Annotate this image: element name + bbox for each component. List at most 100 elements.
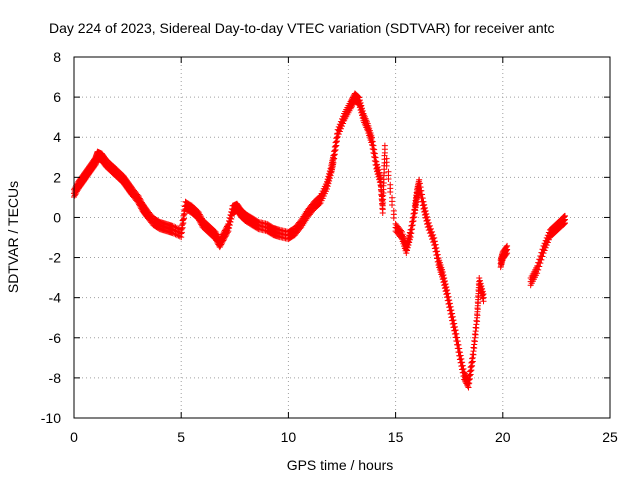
data-point xyxy=(383,155,390,162)
data-point xyxy=(470,344,477,351)
data-point xyxy=(331,148,338,155)
data-point xyxy=(469,351,476,358)
data-point xyxy=(356,97,363,104)
data-point xyxy=(422,207,429,214)
data-point xyxy=(397,227,404,234)
data-point xyxy=(373,158,380,165)
data-point xyxy=(478,283,485,290)
data-point xyxy=(136,195,143,202)
data-point xyxy=(374,164,381,171)
data-point xyxy=(371,146,378,153)
data-point xyxy=(254,218,261,225)
data-point xyxy=(442,281,449,288)
data-point xyxy=(356,94,363,101)
data-point xyxy=(429,228,436,235)
data-point xyxy=(421,201,428,208)
x-tick-label: 25 xyxy=(602,429,618,445)
data-point xyxy=(466,372,473,379)
data-point xyxy=(370,142,377,149)
data-point xyxy=(467,364,474,371)
data-point xyxy=(195,208,202,215)
y-tick-label: -2 xyxy=(49,250,62,266)
data-point xyxy=(406,229,413,236)
plot-frame xyxy=(73,56,611,419)
data-point xyxy=(420,198,427,205)
x-tick-label: 0 xyxy=(70,429,78,445)
y-axis-tick-labels: -10 -8 -6 -4 -2 0 2 4 6 8 xyxy=(41,49,61,426)
data-point xyxy=(371,150,378,157)
data-point xyxy=(374,161,381,168)
grid-lines xyxy=(74,57,610,418)
data-point xyxy=(451,323,458,330)
data-point xyxy=(358,102,365,109)
chart-title: Day 224 of 2023, Sidereal Day-to-day VTE… xyxy=(49,20,555,36)
x-tick-label: 10 xyxy=(281,429,297,445)
data-point xyxy=(448,307,455,314)
data-point xyxy=(369,134,376,141)
data-point xyxy=(461,369,468,376)
data-point xyxy=(418,187,425,194)
data-point xyxy=(169,222,176,229)
data-point xyxy=(355,93,362,100)
data-point xyxy=(445,293,452,300)
data-point xyxy=(389,194,396,201)
data-point xyxy=(468,359,475,366)
data-point xyxy=(416,176,423,183)
data-point xyxy=(213,230,220,237)
data-point xyxy=(359,107,366,114)
data-point xyxy=(459,362,466,369)
data-point xyxy=(416,180,423,187)
data-point xyxy=(213,231,220,238)
data-point xyxy=(430,231,437,238)
y-tick-label: -8 xyxy=(49,370,62,386)
data-point xyxy=(465,377,472,384)
data-point xyxy=(439,268,446,275)
data-point xyxy=(452,327,459,334)
y-tick-label: -4 xyxy=(49,290,62,306)
data-point xyxy=(419,195,426,202)
y-tick-label: -10 xyxy=(41,410,61,426)
data-point xyxy=(479,285,486,292)
data-point xyxy=(419,191,426,198)
data-point xyxy=(369,138,376,145)
data-point xyxy=(138,198,145,205)
data-point xyxy=(447,303,454,310)
data-point xyxy=(476,277,483,284)
data-point xyxy=(473,317,480,324)
data-point xyxy=(449,310,456,317)
data-point xyxy=(172,224,179,231)
data-point xyxy=(456,345,463,352)
data-point xyxy=(424,216,431,223)
data-point xyxy=(372,154,379,161)
data-point xyxy=(453,330,460,337)
y-tick-label: 6 xyxy=(53,89,61,105)
data-point xyxy=(466,368,473,375)
data-point xyxy=(137,196,144,203)
data-point xyxy=(476,275,483,282)
data-point xyxy=(446,297,453,304)
data-point xyxy=(434,251,441,258)
data-point xyxy=(376,169,383,176)
data-point xyxy=(471,337,478,344)
data-point xyxy=(385,168,392,175)
data-point xyxy=(171,223,178,230)
data-point xyxy=(454,334,461,341)
data-point xyxy=(387,181,394,188)
data-point xyxy=(433,244,440,251)
data-point xyxy=(426,222,433,229)
data-point xyxy=(444,290,451,297)
data-point xyxy=(427,225,434,232)
data-point xyxy=(424,213,431,220)
data-point xyxy=(390,207,397,214)
data-point xyxy=(441,275,448,282)
data-point xyxy=(460,365,467,372)
x-axis-tick-labels: 0 5 10 15 20 25 xyxy=(70,429,618,445)
data-point xyxy=(458,355,465,362)
y-axis-label: SDTVAR / TECUs xyxy=(5,181,21,293)
data-point xyxy=(421,204,428,211)
data-point xyxy=(480,291,487,298)
y-tick-label: -6 xyxy=(49,330,62,346)
data-point xyxy=(471,331,478,338)
data-point xyxy=(450,317,457,324)
